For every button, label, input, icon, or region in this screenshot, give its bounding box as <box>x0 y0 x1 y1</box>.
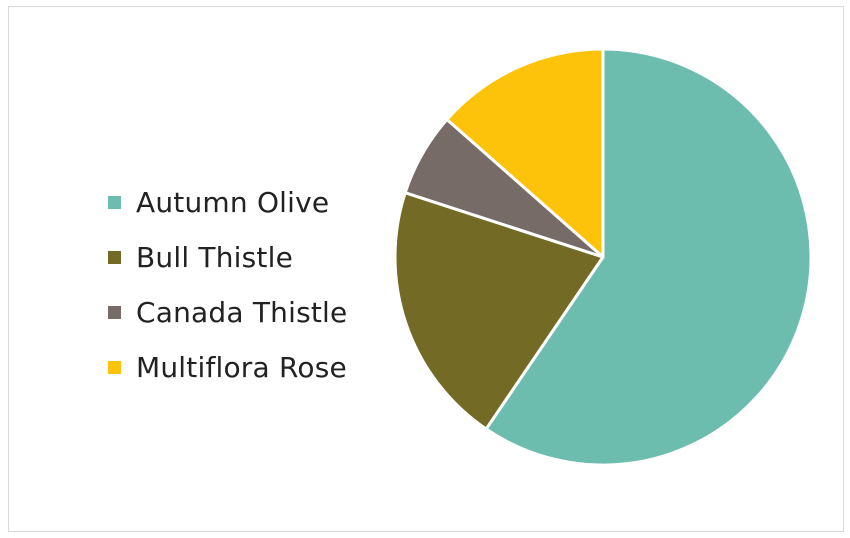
legend-label-bull-thistle: Bull Thistle <box>136 241 294 274</box>
legend-swatch-bull-thistle <box>108 251 121 264</box>
legend-label-autumn-olive: Autumn Olive <box>136 186 330 219</box>
legend-item-autumn-olive: Autumn Olive <box>108 175 388 230</box>
pie-slice-multiflora-rose <box>445 47 605 259</box>
legend-label-multiflora-rose: Multiflora Rose <box>136 351 347 384</box>
legend-item-canada-thistle: Canada Thistle <box>108 285 388 340</box>
legend-swatch-autumn-olive <box>108 196 121 209</box>
chart-legend: Autumn Olive Bull Thistle Canada Thistle… <box>108 175 388 395</box>
legend-label-canada-thistle: Canada Thistle <box>136 296 348 329</box>
pie-slice-bull-thistle <box>393 191 605 431</box>
legend-swatch-multiflora-rose <box>108 361 121 374</box>
legend-item-bull-thistle: Bull Thistle <box>108 230 388 285</box>
legend-item-multiflora-rose: Multiflora Rose <box>108 340 388 395</box>
pie-slice-autumn-olive <box>484 47 813 467</box>
legend-swatch-canada-thistle <box>108 306 121 319</box>
pie-slices <box>393 47 813 467</box>
